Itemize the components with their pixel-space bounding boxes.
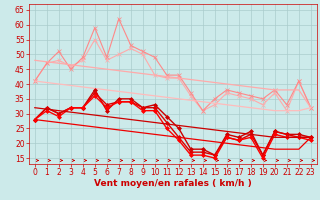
- X-axis label: Vent moyen/en rafales ( km/h ): Vent moyen/en rafales ( km/h ): [94, 179, 252, 188]
